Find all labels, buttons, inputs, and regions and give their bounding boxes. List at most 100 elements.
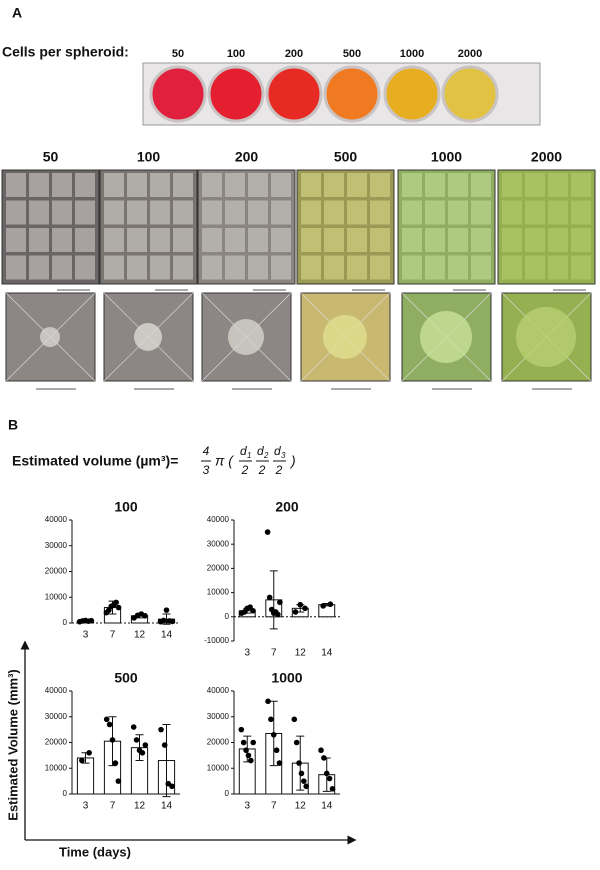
cells-label: Cells per spheroid: [2, 44, 129, 60]
microwell [324, 228, 344, 252]
microwell [471, 173, 491, 197]
microwell [324, 255, 344, 280]
well-label: 1000 [400, 48, 424, 60]
formula: d [257, 444, 264, 458]
column-label: 200 [235, 149, 259, 165]
microwell [29, 200, 49, 225]
microwell [347, 173, 367, 197]
microwell [150, 255, 170, 280]
microwell [52, 255, 72, 280]
well [383, 65, 441, 123]
data-point [276, 760, 283, 766]
microwell [502, 173, 522, 197]
y-axis-label: Estimated Volume (mm³) [5, 669, 20, 820]
microwell [104, 255, 124, 280]
microwell [127, 173, 147, 197]
x-tick-label: 12 [295, 801, 307, 812]
microwell [75, 200, 95, 225]
data-point [265, 698, 271, 705]
x-tick-label: 12 [134, 630, 146, 641]
microwell [548, 228, 568, 252]
microwell [471, 200, 491, 225]
microwell [202, 173, 222, 197]
data-point [113, 599, 119, 606]
data-point [169, 618, 176, 625]
data-point [86, 750, 92, 756]
data-point [250, 607, 256, 614]
data-point [160, 617, 167, 624]
microwell [324, 173, 344, 197]
formula: 1 [247, 451, 251, 460]
microwell [271, 228, 291, 252]
microwell [425, 228, 445, 252]
formula: Estimated volume (µm³)= [12, 453, 178, 469]
panel-label: A [12, 5, 22, 21]
y-tick-label: 40000 [45, 515, 68, 524]
data-point [142, 612, 148, 619]
x-tick-label: 14 [161, 630, 173, 641]
formula: π ( [215, 453, 234, 469]
microwell [548, 255, 568, 280]
microwell [471, 228, 491, 252]
spheroid [134, 323, 162, 351]
data-point [321, 755, 327, 761]
y-tick-label: 0 [63, 789, 68, 798]
chart-title: 1000 [271, 670, 302, 686]
microwell [571, 255, 591, 280]
microwell [425, 200, 445, 225]
y-tick-label: 40000 [207, 686, 230, 695]
microwell [301, 173, 321, 197]
column-label: 100 [137, 149, 161, 165]
microwell [248, 200, 268, 225]
well [207, 65, 265, 123]
formula: 2 [275, 463, 283, 477]
microwell [173, 228, 193, 252]
column-label: 2000 [531, 149, 562, 165]
y-tick-label: 10000 [207, 763, 230, 772]
data-point [142, 742, 149, 748]
x-tick-label: 3 [83, 630, 89, 641]
y-tick-label: 40000 [45, 686, 68, 695]
data-point [243, 747, 249, 754]
y-tick-label: 20000 [45, 738, 68, 747]
data-point [266, 594, 273, 601]
y-tick-label: 10000 [45, 592, 68, 601]
y-tick-label: 30000 [207, 712, 230, 721]
data-point [79, 757, 85, 764]
microwell [425, 255, 445, 280]
y-tick-label: 30000 [207, 539, 230, 548]
spheroid [323, 315, 367, 359]
x-tick-label: 7 [271, 801, 277, 812]
well [323, 65, 381, 123]
x-tick-label: 12 [134, 801, 146, 812]
microwell [502, 200, 522, 225]
data-point [115, 604, 122, 611]
microwell [248, 173, 268, 197]
formula: 2 [263, 451, 269, 460]
microwell [571, 173, 591, 197]
well-label: 500 [343, 48, 361, 60]
microwell [370, 173, 390, 197]
microwell [52, 200, 72, 225]
formula: 3 [281, 451, 286, 460]
y-tick-label: 10000 [45, 763, 68, 772]
microwell [75, 228, 95, 252]
data-point [240, 739, 247, 746]
microwell [402, 200, 422, 225]
data-point [327, 601, 334, 608]
microwell [150, 228, 170, 252]
x-tick-label: 3 [244, 801, 250, 812]
microwell [127, 200, 147, 225]
data-point [248, 757, 254, 764]
microwell [127, 255, 147, 280]
microwell [271, 173, 291, 197]
chart-title: 100 [114, 499, 138, 515]
formula: d [240, 444, 247, 458]
microwell [104, 200, 124, 225]
y-tick-label: 30000 [45, 541, 68, 550]
error-bar [269, 570, 278, 630]
y-tick-label: 20000 [45, 567, 68, 576]
y-tick-label: 20000 [207, 564, 230, 573]
formula: 3 [203, 463, 210, 477]
microwell [6, 255, 26, 280]
